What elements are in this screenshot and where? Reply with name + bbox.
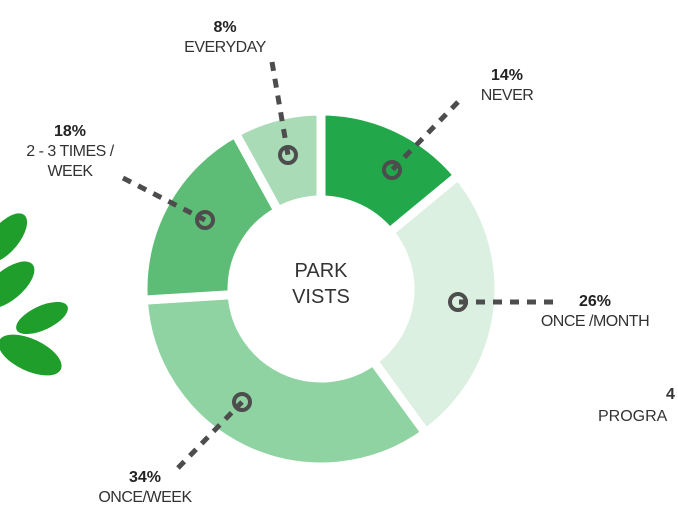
value-label: 26%: [578, 293, 612, 310]
leader-line: [176, 400, 244, 470]
leaf: [0, 334, 62, 376]
slice: [229, 106, 326, 218]
value-label: 14%: [490, 67, 524, 84]
leader-dot: [195, 210, 215, 230]
category-label: EVERYDAY: [184, 39, 266, 56]
value-label: 8%: [213, 19, 237, 36]
value-label: 18%: [53, 123, 87, 140]
leader-dot: [382, 160, 402, 180]
center-label: PARK VISTS: [292, 260, 350, 308]
slice: [367, 169, 504, 440]
leader-dot: [232, 392, 252, 412]
category-label: NEVER: [480, 87, 534, 104]
category-label: 2 - 3 TIMES / WEEK: [26, 143, 114, 180]
category-label: ONCE/WEEK: [98, 489, 192, 506]
leader-dot: [448, 292, 468, 312]
leaves: [0, 213, 68, 376]
leader-line: [121, 175, 207, 223]
leader-dot: [278, 145, 298, 165]
category-label: ONCE /MONTH: [540, 313, 650, 330]
leaf: [16, 301, 68, 335]
leaf: [0, 213, 28, 263]
value-label: 34%: [128, 469, 162, 486]
leaf: [0, 261, 35, 309]
partial-label: PROGRA: [598, 408, 668, 425]
partial-value: 4: [666, 386, 675, 403]
slice: [138, 289, 432, 472]
